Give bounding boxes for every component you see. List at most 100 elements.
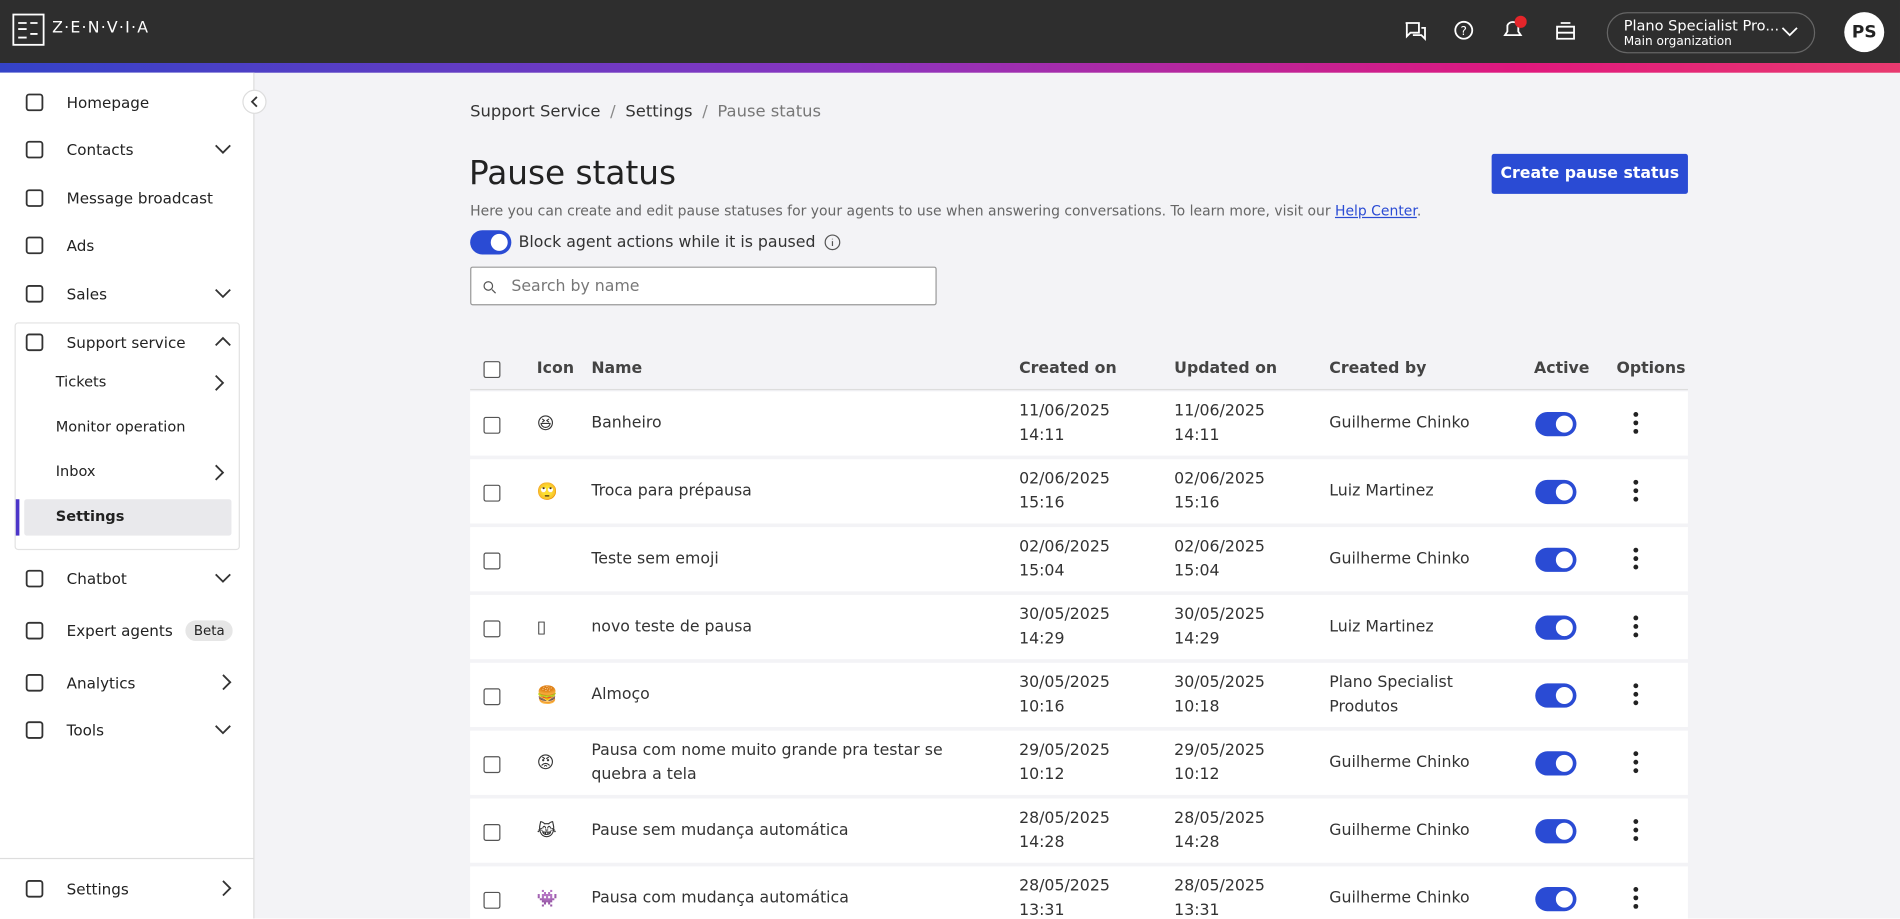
nav-subitem[interactable]: Tickets (55, 373, 107, 391)
row-checkbox[interactable] (483, 823, 501, 841)
row-created-by: Guilherme Chinko (1329, 888, 1470, 907)
toggle-label: Block agent actions while it is paused (518, 233, 816, 252)
column-header: Updated on (1174, 359, 1278, 379)
chevron[interactable] (212, 567, 234, 594)
active-toggle[interactable] (1535, 615, 1577, 640)
options-menu[interactable] (1632, 818, 1639, 847)
nav-item[interactable]: Analytics (24, 670, 236, 694)
nav-item[interactable]: Settings (24, 876, 129, 900)
row-name: Pause sem mudança automática (591, 820, 849, 840)
notification-icon[interactable] (1500, 15, 1527, 44)
active-toggle[interactable] (1535, 547, 1577, 572)
row-checkbox[interactable] (483, 484, 501, 502)
column-header: Created on (1019, 359, 1117, 379)
row-created: 02/06/2025 15:04 (1019, 537, 1110, 580)
chevron[interactable] (212, 138, 234, 165)
options-menu[interactable] (1632, 750, 1639, 779)
toggle[interactable] (470, 230, 512, 255)
options-menu[interactable] (1632, 682, 1639, 711)
nav-subitem[interactable]: Settings (55, 507, 125, 525)
nav-item[interactable]: Message broadcast (24, 185, 236, 209)
row-checkbox[interactable] (483, 416, 501, 434)
select-all-checkbox[interactable] (483, 361, 501, 379)
chevron[interactable] (212, 331, 234, 358)
chat-icon[interactable] (1403, 19, 1427, 43)
row-checkbox[interactable] (483, 891, 501, 909)
row-checkbox[interactable] (483, 688, 501, 706)
chevron[interactable] (214, 877, 236, 904)
nav-item[interactable]: Homepage (24, 90, 236, 114)
logo (12, 13, 45, 46)
row-checkbox[interactable] (483, 552, 501, 570)
options-menu-svg (1633, 411, 1639, 434)
nav-item[interactable]: Ads (24, 233, 236, 257)
create-button[interactable]: Create pause status (1491, 153, 1688, 194)
nav-subitem[interactable]: Inbox (55, 462, 96, 480)
active-toggle[interactable] (1535, 819, 1577, 844)
chevron[interactable] (207, 372, 229, 399)
nav-icon (24, 672, 56, 693)
options-menu[interactable] (1632, 479, 1639, 508)
column-header: Options (1616, 359, 1686, 379)
row-updated: 02/06/2025 15:16 (1174, 469, 1265, 512)
nav-icon-svg (25, 188, 44, 207)
row-created: 11/06/2025 14:11 (1019, 401, 1110, 445)
organization-name: Main organization (1623, 35, 1732, 49)
row-checkbox[interactable] (483, 756, 501, 774)
account-name: Plano Specialist Pro... (1623, 16, 1780, 34)
help-icon[interactable]: ? (1453, 19, 1477, 43)
options-menu[interactable] (1632, 886, 1639, 915)
options-menu-svg (1633, 615, 1639, 638)
chevron[interactable] (212, 282, 234, 309)
help-link[interactable]: Help Center (1334, 202, 1417, 220)
row-name: Troca para prépausa (591, 481, 752, 500)
table-row: 😆 Banheiro 11/06/2025 14:11 11/06/2025 14:1… (470, 391, 1688, 456)
collapse-button[interactable] (242, 89, 267, 114)
avatar[interactable]: PS (1844, 12, 1885, 53)
chevron[interactable] (214, 671, 236, 698)
nav-item[interactable]: Chatbot (24, 566, 236, 590)
options-menu[interactable] (1632, 546, 1639, 575)
active-toggle[interactable] (1535, 411, 1577, 437)
options-menu[interactable] (1632, 411, 1639, 440)
search-box[interactable]: Search by name (470, 266, 937, 306)
row-icon: 🙄 (536, 481, 558, 502)
active-toggle[interactable] (1535, 479, 1577, 505)
chevron[interactable] (207, 462, 229, 489)
column-header: Created by (1329, 359, 1427, 379)
nav-item[interactable]: Support service (24, 330, 236, 354)
chevron[interactable] (212, 719, 234, 746)
nav-icon (24, 719, 56, 740)
support-group (14, 322, 240, 551)
header-divider (470, 388, 1688, 391)
nav-subitem[interactable]: Monitor operation (55, 418, 186, 436)
nav-item[interactable]: Sales (24, 281, 236, 305)
column-header: Icon (536, 359, 575, 379)
description-text: Here you can create and edit pause statu… (470, 202, 1331, 220)
active-toggle[interactable] (1535, 886, 1577, 912)
nav-icon-svg (25, 720, 44, 739)
row-icon: 👾 (536, 888, 558, 909)
breadcrumb-separator: / (702, 101, 708, 122)
options-menu-svg (1633, 819, 1639, 841)
account-switcher[interactable]: Plano Specialist Pro... Main organizatio… (1606, 12, 1816, 54)
breadcrumb-item[interactable]: Support Service (470, 101, 601, 122)
nav-label: Message broadcast (66, 188, 213, 207)
breadcrumb-item[interactable]: Settings (625, 101, 693, 122)
active-toggle[interactable] (1535, 683, 1577, 708)
inbox-icon[interactable] (1553, 19, 1577, 43)
table-row: 😡 Pausa com nome muito grande pra testar … (470, 730, 1688, 795)
nav-item[interactable]: Tools (24, 717, 236, 741)
nav-item[interactable]: Contacts (24, 137, 236, 161)
row-checkbox[interactable] (483, 620, 501, 638)
row-created: 02/06/2025 15:16 (1019, 469, 1110, 512)
options-menu[interactable] (1632, 614, 1639, 643)
nav-icon-svg (25, 284, 44, 303)
active-toggle[interactable] (1535, 751, 1577, 776)
search-placeholder: Search by name (511, 277, 640, 296)
info-icon[interactable] (823, 233, 842, 252)
nav-item[interactable]: Expert agents (24, 618, 236, 642)
row-updated: 29/05/2025 10:12 (1174, 740, 1265, 784)
chevron-svg (215, 288, 231, 299)
